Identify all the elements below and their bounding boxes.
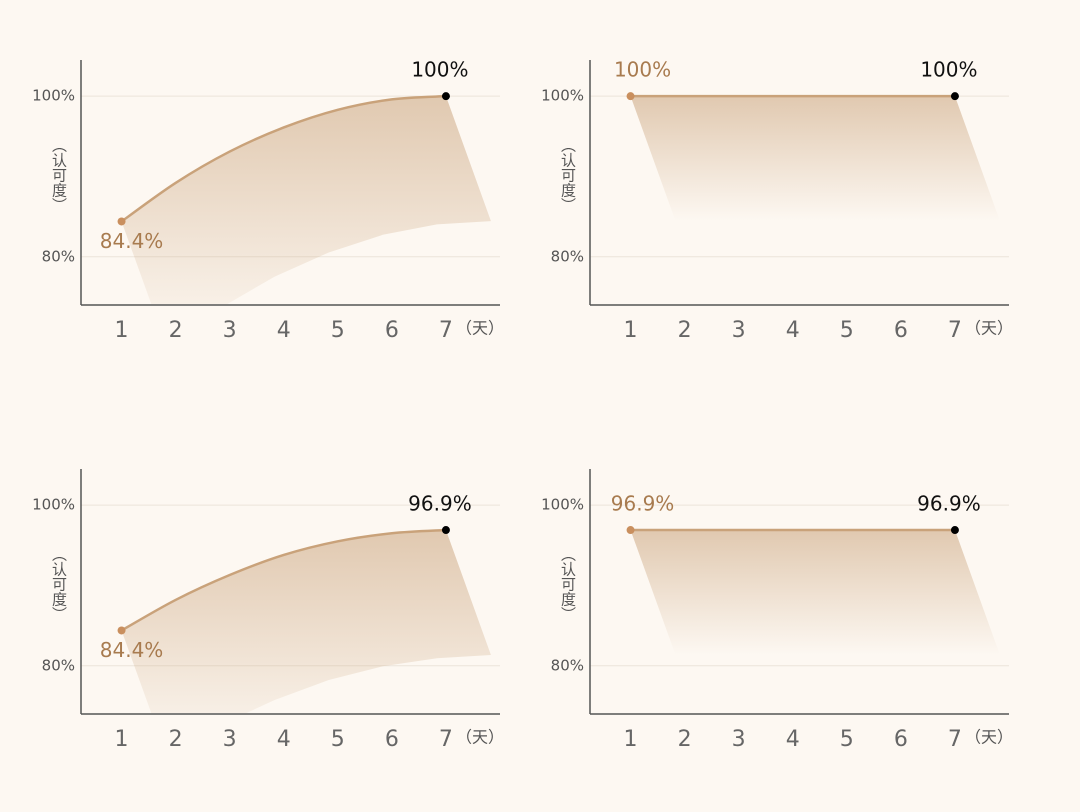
x-tick-label: 6 <box>894 727 908 752</box>
value-label: 100% <box>920 58 977 82</box>
x-tick-label: 2 <box>678 318 692 343</box>
x-tick-label: 3 <box>223 727 237 752</box>
value-label: 96.9% <box>611 492 675 516</box>
chart-panel: 80% 100% （认可度） （天） 1 2 3 4 5 6 7 84.4% 96.9% <box>32 469 504 752</box>
chart-panel: 80% 100% （认可度） （天） 1 2 3 4 5 6 7 84.4% 100% <box>32 58 504 343</box>
end-point <box>441 92 450 101</box>
end-point <box>441 526 450 535</box>
x-tick-label: 5 <box>331 318 345 343</box>
y-tick-label: 80% <box>551 656 584 674</box>
x-tick-label: 3 <box>732 318 746 343</box>
y-tick-label: 80% <box>42 247 75 265</box>
chart-panel: 80% 100% （认可度） （天） 1 2 3 4 5 6 7 96.9% 96.9% <box>541 469 1013 752</box>
value-label: 100% <box>614 58 671 82</box>
x-tick-label: 7 <box>948 727 962 752</box>
x-tick-label: 6 <box>385 727 399 752</box>
y-tick-label: 100% <box>32 87 75 105</box>
area-shadow <box>121 530 491 713</box>
value-label: 84.4% <box>100 638 164 662</box>
x-tick-label: 1 <box>624 318 638 343</box>
chart-panel: 80% 100% （认可度） （天） 1 2 3 4 5 6 7 100% 100% <box>541 58 1013 343</box>
x-tick-label: 1 <box>624 727 638 752</box>
series-line <box>120 528 447 632</box>
y-axis-label: （认可度） <box>50 138 68 213</box>
x-tick-label: 7 <box>439 727 453 752</box>
y-tick-label: 100% <box>541 496 584 514</box>
y-axis-label: （认可度） <box>559 547 577 622</box>
y-tick-label: 100% <box>541 87 584 105</box>
start-point <box>626 526 635 535</box>
y-axis-label: （认可度） <box>559 138 577 213</box>
x-tick-label: 4 <box>786 727 800 752</box>
x-tick-label: 3 <box>732 727 746 752</box>
x-tick-label: 2 <box>169 727 183 752</box>
y-tick-label: 80% <box>42 656 75 674</box>
start-point <box>626 92 635 101</box>
x-tick-label: 7 <box>439 318 453 343</box>
start-point <box>117 217 126 226</box>
x-tick-label: 4 <box>786 318 800 343</box>
x-tick-label: 3 <box>223 318 237 343</box>
x-tick-label: 6 <box>894 318 908 343</box>
x-tick-label: 2 <box>678 727 692 752</box>
x-axis-label: （天） <box>965 728 1013 747</box>
x-axis-label: （天） <box>456 728 504 747</box>
y-tick-label: 80% <box>551 247 584 265</box>
value-label: 96.9% <box>917 492 981 516</box>
x-axis-label: （天） <box>456 319 504 338</box>
x-tick-label: 1 <box>115 727 129 752</box>
x-axis-label: （天） <box>965 319 1013 338</box>
value-label: 96.9% <box>408 492 472 516</box>
x-tick-label: 2 <box>169 318 183 343</box>
x-tick-label: 4 <box>277 318 291 343</box>
y-tick-label: 100% <box>32 496 75 514</box>
x-tick-label: 4 <box>277 727 291 752</box>
start-point <box>117 626 126 635</box>
end-point <box>950 92 959 101</box>
x-tick-label: 5 <box>331 727 345 752</box>
x-tick-label: 5 <box>840 318 854 343</box>
y-axis-label: （认可度） <box>50 547 68 622</box>
x-tick-label: 1 <box>115 318 129 343</box>
area-shadow <box>630 96 1000 222</box>
value-label: 84.4% <box>100 229 164 253</box>
value-label: 100% <box>411 58 468 82</box>
x-tick-label: 5 <box>840 727 854 752</box>
end-point <box>950 526 959 535</box>
area-shadow <box>630 530 1000 656</box>
x-tick-label: 7 <box>948 318 962 343</box>
area-shadow <box>121 96 491 304</box>
series-line <box>120 94 447 223</box>
x-tick-label: 6 <box>385 318 399 343</box>
